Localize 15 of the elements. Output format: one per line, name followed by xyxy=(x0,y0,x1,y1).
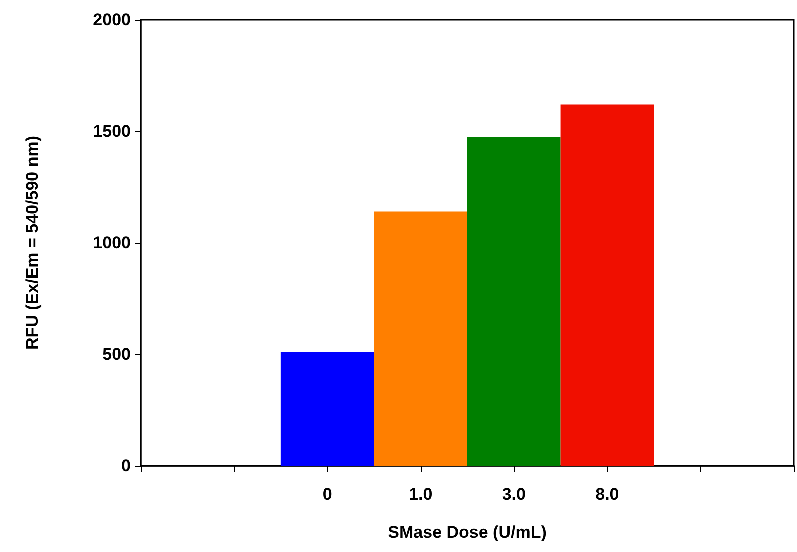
x-tick-label: 1.0 xyxy=(409,485,433,504)
x-axis-title: SMase Dose (U/mL) xyxy=(388,523,547,542)
y-tick-label: 1500 xyxy=(93,122,131,141)
bar xyxy=(468,137,561,466)
y-axis-title: RFU (Ex/Em = 540/590 nm) xyxy=(23,136,42,350)
y-tick-label: 500 xyxy=(102,345,131,364)
x-tick-label: 3.0 xyxy=(502,485,526,504)
y-tick-label: 1000 xyxy=(93,234,131,252)
y-tick-label: 2000 xyxy=(93,10,131,30)
bar xyxy=(374,212,468,466)
y-tick-label: 0 xyxy=(122,456,131,476)
bar xyxy=(280,352,374,466)
x-tick-label: 8.0 xyxy=(596,485,620,504)
x-tick-label: 0 xyxy=(322,485,332,504)
bar xyxy=(560,104,654,466)
